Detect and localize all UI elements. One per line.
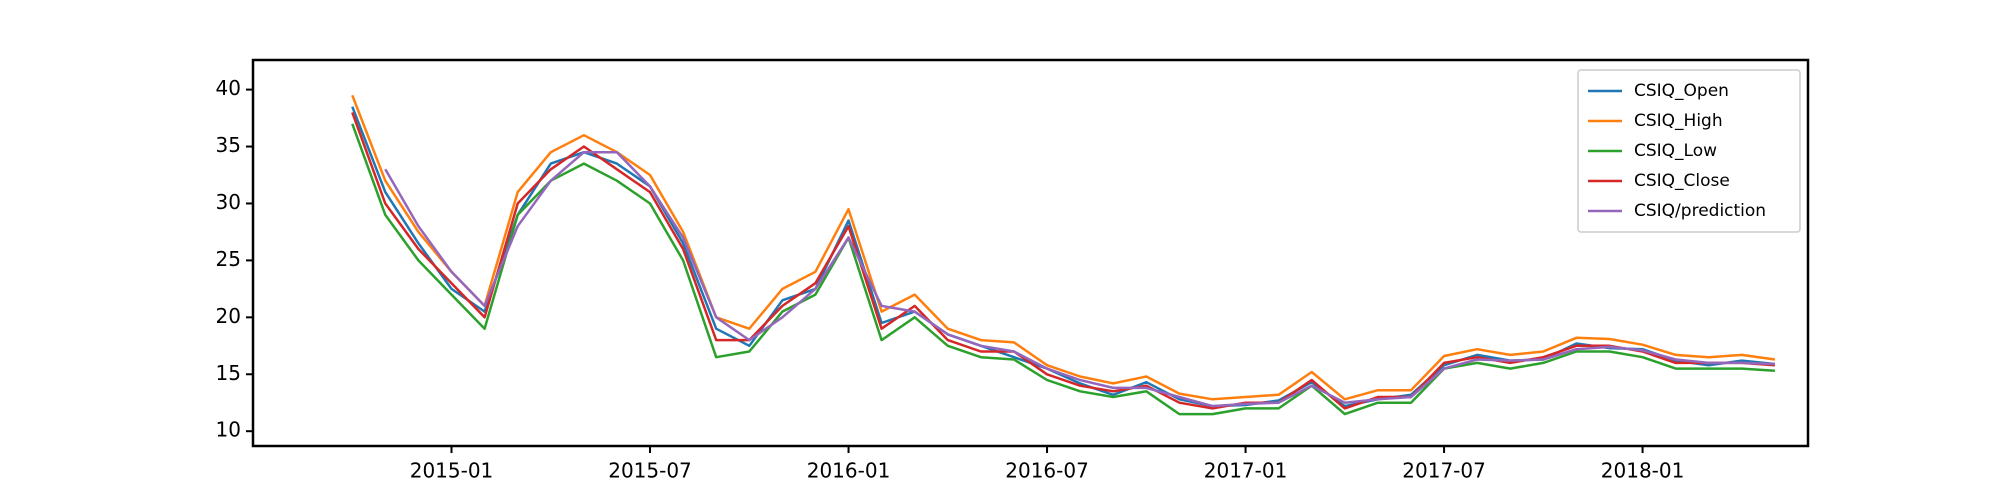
y-tick-label: 20 <box>216 304 241 328</box>
legend-label: CSIQ_Low <box>1634 141 1717 161</box>
x-tick-label: 2017-01 <box>1204 459 1288 483</box>
legend-label: CSIQ_High <box>1634 111 1723 131</box>
x-tick-label: 2017-07 <box>1402 459 1486 483</box>
x-tick-label: 2015-01 <box>410 459 494 483</box>
x-tick-label: 2016-07 <box>1005 459 1089 483</box>
x-tick-label: 2018-01 <box>1601 459 1685 483</box>
series-line <box>351 111 1775 410</box>
series-line <box>351 123 1775 416</box>
x-tick-label: 2016-01 <box>807 459 891 483</box>
y-tick-label: 40 <box>216 76 241 100</box>
series-line <box>384 150 1775 408</box>
legend-label: CSIQ_Close <box>1634 171 1730 191</box>
x-tick-label: 2015-07 <box>608 459 692 483</box>
legend-label: CSIQ/prediction <box>1634 201 1766 221</box>
y-tick-label: 15 <box>216 361 241 385</box>
axes-frame <box>251 58 1810 448</box>
y-tick-label: 25 <box>216 247 241 271</box>
y-tick-label: 30 <box>216 190 241 214</box>
series-line <box>351 94 1776 401</box>
y-tick-label: 35 <box>216 133 241 157</box>
series-line <box>351 106 1776 408</box>
legend-frame <box>1577 69 1801 233</box>
legend-label: CSIQ_Open <box>1634 81 1729 101</box>
y-tick-label: 10 <box>216 418 241 442</box>
